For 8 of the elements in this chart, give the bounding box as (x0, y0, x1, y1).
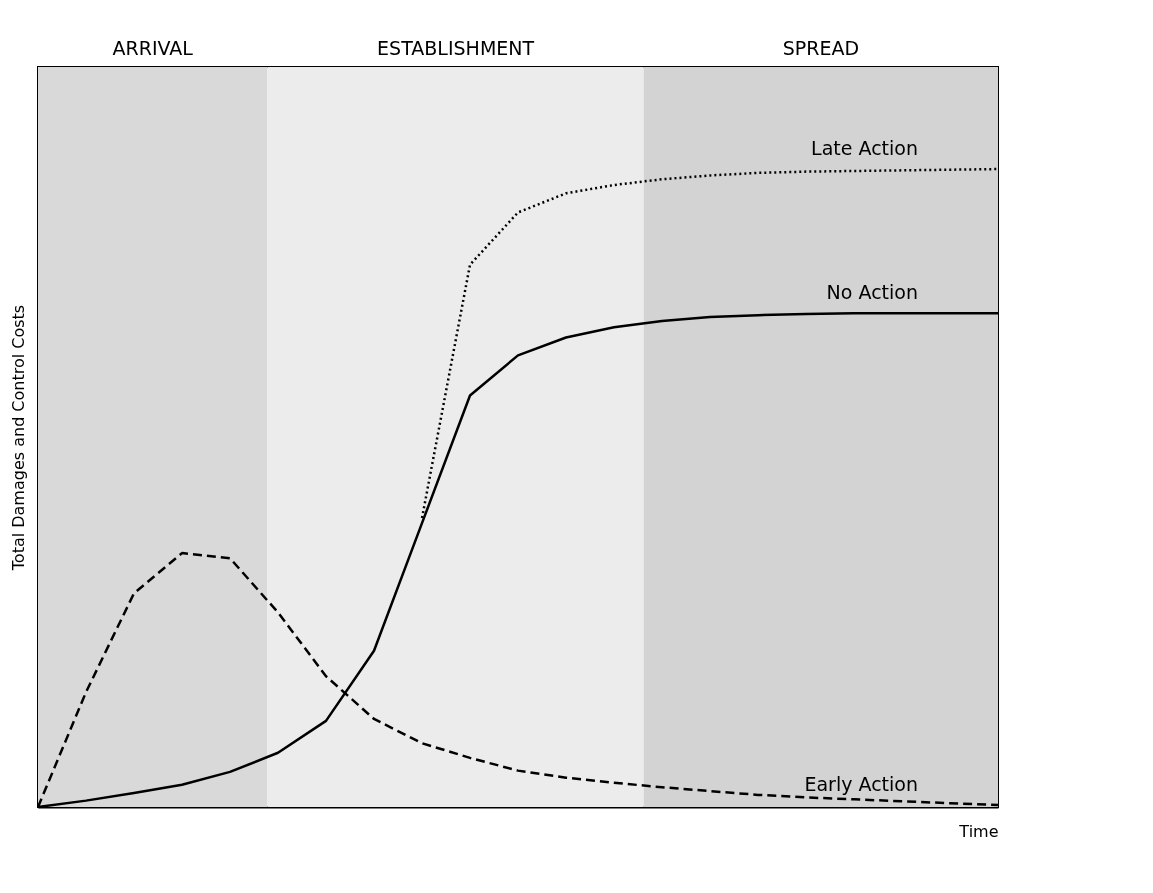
y-axis-title: Total Damages and Control Costs (8, 304, 28, 572)
series-label: Late Action (811, 137, 918, 160)
x-axis-title: Time (958, 821, 999, 841)
text: SPREAD (782, 37, 860, 59)
series-label: No Action (826, 281, 918, 304)
series-label: Early Action (804, 773, 918, 796)
text: ESTABLISHMENT (377, 37, 535, 59)
text: ARRIVAL (112, 37, 194, 59)
